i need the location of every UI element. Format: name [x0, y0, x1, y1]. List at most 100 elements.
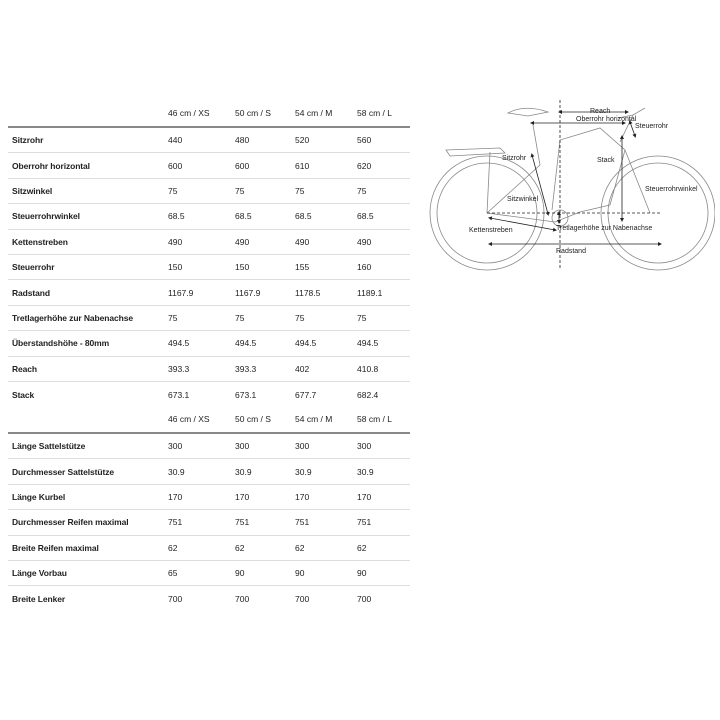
table-row: Steuerrohr 150 150 155 160	[8, 255, 410, 281]
cell-value: 494.5	[235, 338, 257, 349]
cell-value: 1178.5	[295, 287, 321, 298]
cell-value: 490	[357, 236, 372, 247]
label-reach: Reach	[590, 108, 610, 115]
cell-value: 682.4	[357, 389, 379, 400]
cell-value: 30.9	[235, 466, 252, 477]
table-header: 46 cm / XS 50 cm / S 54 cm / M 58 cm / L	[8, 406, 410, 434]
cell-value: 62	[357, 542, 367, 553]
table-row: Länge Sattelstütze 300 300 300 300	[8, 434, 410, 460]
label-sitzwinkel: Sitzwinkel	[507, 196, 539, 203]
cell-value: 494.5	[168, 338, 190, 349]
row-label: Länge Sattelstütze	[12, 441, 86, 452]
cell-value: 75	[357, 185, 367, 196]
cell-value: 170	[168, 491, 183, 502]
row-label: Länge Kurbel	[12, 491, 66, 502]
row-label: Länge Vorbau	[12, 568, 67, 579]
cell-value: 150	[168, 262, 183, 273]
dimension-lines	[487, 100, 662, 270]
cell-value: 75	[235, 312, 245, 323]
cell-value: 700	[168, 594, 183, 605]
cell-value: 410.8	[357, 363, 379, 374]
cell-value: 673.1	[235, 389, 257, 400]
cell-value: 170	[357, 491, 372, 502]
label-oberrohr: Oberrohr horizontal	[576, 116, 637, 123]
table-header: 46 cm / XS 50 cm / S 54 cm / M 58 cm / L	[8, 100, 410, 128]
cell-value: 300	[357, 441, 372, 452]
row-label: Breite Lenker	[12, 594, 66, 605]
cell-value: 560	[357, 135, 372, 146]
row-label: Kettenstreben	[12, 236, 68, 247]
geometry-table: 46 cm / XS 50 cm / S 54 cm / M 58 cm / L Sit…	[8, 100, 410, 407]
cell-value: 490	[168, 236, 183, 247]
cell-value: 170	[295, 491, 310, 502]
table-row: Sitzrohr 440 480 520 560	[8, 128, 410, 154]
cell-value: 520	[295, 135, 310, 146]
table-row: Durchmesser Reifen maximal 751 751 751 751	[8, 510, 410, 536]
label-sitzrohr: Sitzrohr	[502, 155, 527, 162]
table-row: Überstandshöhe - 80mm 494.5 494.5 494.5 494.…	[8, 331, 410, 357]
cell-value: 440	[168, 135, 183, 146]
column-header: 46 cm / XS	[168, 414, 210, 424]
cell-value: 751	[168, 517, 183, 528]
table-row: Breite Lenker 700 700 700 700	[8, 586, 410, 611]
cell-value: 393.3	[235, 363, 257, 374]
table-row: Länge Vorbau 65 90 90 90	[8, 561, 410, 587]
cell-value: 300	[168, 441, 183, 452]
table-row: Kettenstreben 490 490 490 490	[8, 230, 410, 255]
row-label: Steuerrohr	[12, 262, 55, 273]
cell-value: 600	[168, 160, 183, 171]
row-label: Stack	[12, 389, 35, 400]
table-row: Radstand 1167.9 1167.9 1178.5 1189.1	[8, 280, 410, 306]
column-header: 54 cm / M	[295, 108, 333, 118]
table-row: Breite Reifen maximal 62 62 62 62	[8, 536, 410, 561]
cell-value: 751	[357, 517, 372, 528]
cell-value: 62	[168, 542, 178, 553]
row-label: Durchmesser Reifen maximal	[12, 517, 129, 528]
label-radstand: Radstand	[556, 248, 586, 255]
cell-value: 610	[295, 160, 310, 171]
label-steuerrohrwinkel: Steuerrohrwinkel	[645, 186, 698, 193]
cell-value: 1189.1	[357, 287, 383, 298]
cell-value: 751	[235, 517, 250, 528]
column-header: 58 cm / L	[357, 108, 392, 118]
front-wheel	[600, 155, 715, 271]
cell-value: 300	[295, 441, 310, 452]
cell-value: 90	[235, 568, 245, 579]
cell-value: 673.1	[168, 389, 190, 400]
cell-value: 65	[168, 568, 178, 579]
row-label: Steuerrohrwinkel	[12, 211, 80, 222]
row-label: Sitzrohr	[12, 135, 44, 146]
components-table: 46 cm / XS 50 cm / S 54 cm / M 58 cm / L Län…	[8, 406, 410, 612]
cell-value: 30.9	[295, 466, 312, 477]
cell-value: 75	[168, 312, 178, 323]
cell-value: 300	[235, 441, 250, 452]
table-row: Durchmesser Sattelstütze 30.9 30.9 30.9 30.9	[8, 459, 410, 485]
cell-value: 75	[295, 312, 305, 323]
cell-value: 700	[295, 594, 310, 605]
column-header: 46 cm / XS	[168, 108, 210, 118]
row-label: Oberrohr horizontal	[12, 160, 90, 171]
label-steuerrohr: Steuerrohr	[635, 123, 669, 130]
cell-value: 494.5	[357, 338, 379, 349]
cell-value: 30.9	[168, 466, 185, 477]
cell-value: 700	[235, 594, 250, 605]
table-row: Oberrohr horizontal 600 600 610 620	[8, 153, 410, 179]
column-header: 50 cm / S	[235, 108, 271, 118]
row-label: Sitzwinkel	[12, 185, 53, 196]
column-header: 58 cm / L	[357, 414, 392, 424]
label-kettenstreben: Kettenstreben	[469, 227, 513, 234]
cell-value: 494.5	[295, 338, 317, 349]
table-row: Steuerrohrwinkel 68.5 68.5 68.5 68.5	[8, 204, 410, 230]
cell-value: 170	[235, 491, 250, 502]
cell-value: 490	[235, 236, 250, 247]
cell-value: 700	[357, 594, 372, 605]
cell-value: 90	[357, 568, 367, 579]
cell-value: 68.5	[295, 211, 312, 222]
label-tretlager: Tretlagerhöhe zur Nabenachse	[556, 225, 652, 232]
column-header: 54 cm / M	[295, 414, 333, 424]
row-label: Radstand	[12, 287, 50, 298]
cell-value: 480	[235, 135, 250, 146]
row-label: Überstandshöhe - 80mm	[12, 338, 110, 349]
row-label: Tretlagerhöhe zur Nabenachse	[12, 312, 133, 323]
cell-value: 75	[168, 185, 178, 196]
